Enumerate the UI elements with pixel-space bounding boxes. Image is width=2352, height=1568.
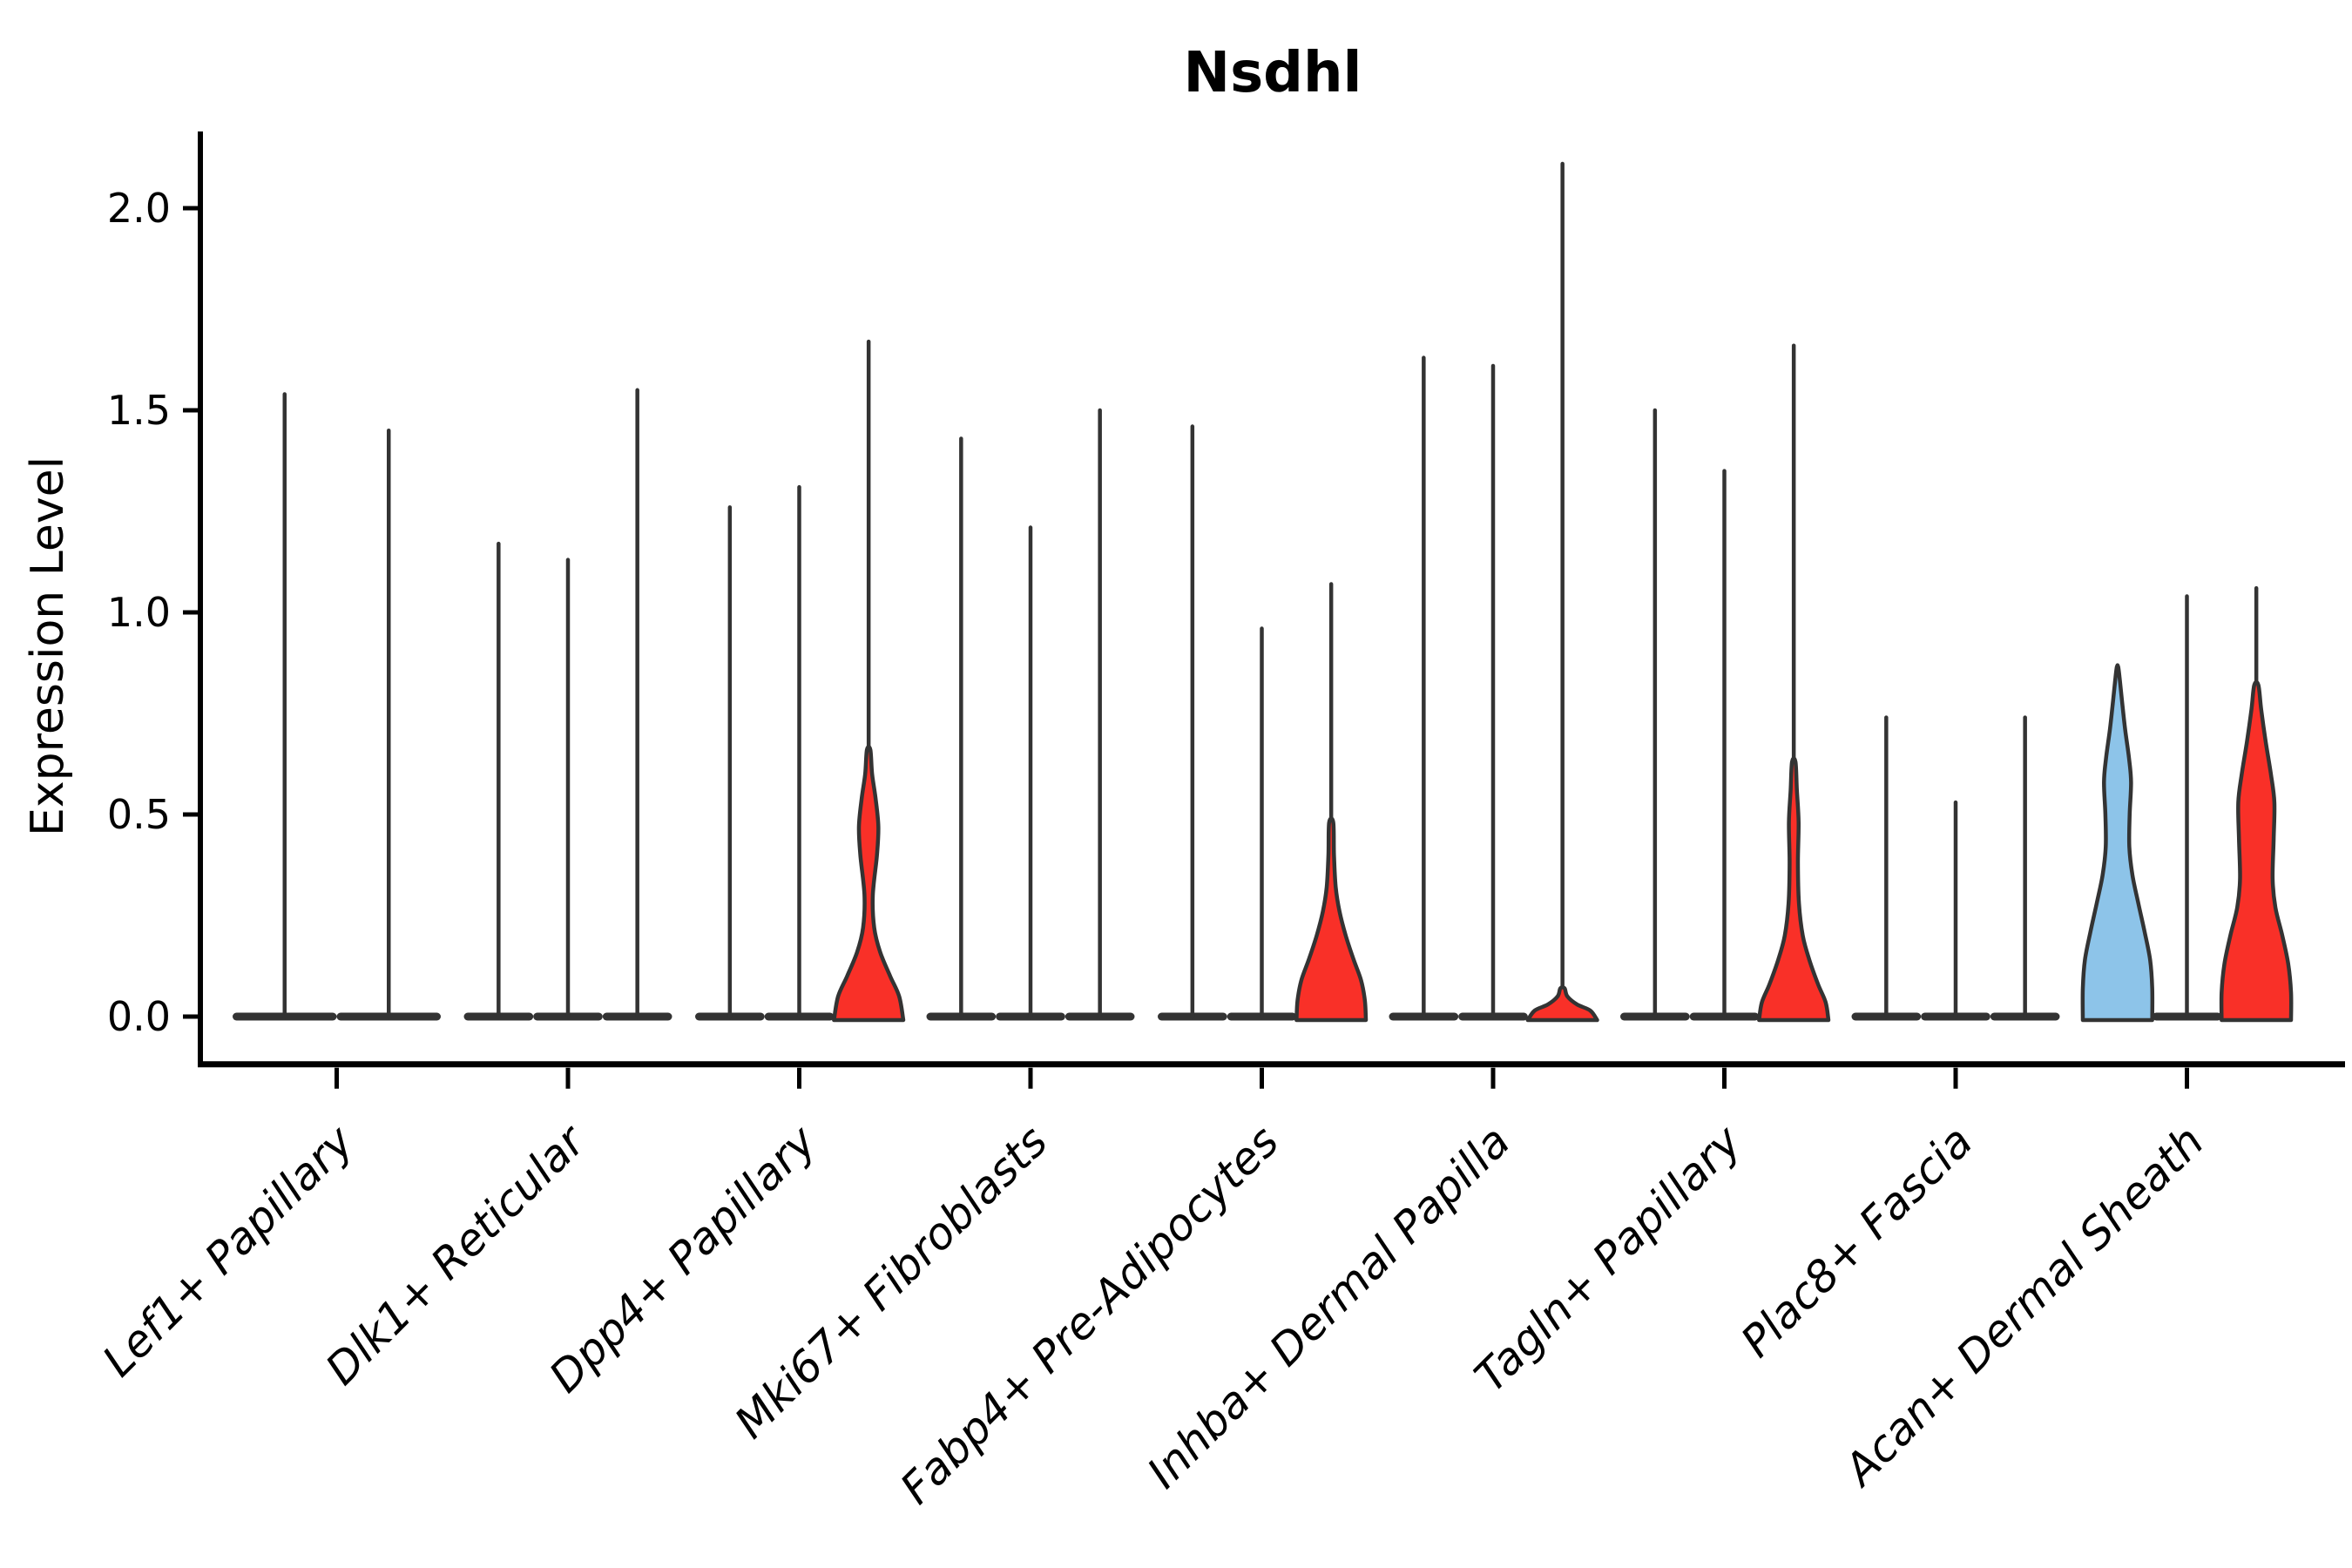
plot-title: Nsdhl (1184, 41, 1362, 105)
y-tick-label: 0.0 (107, 993, 171, 1040)
red-violin-body (1757, 756, 1831, 1023)
y-axis-label: Expression Level (22, 456, 74, 836)
y-tick-label: 1.0 (107, 589, 171, 636)
blue-violin-body (2080, 663, 2155, 1023)
y-tick-label: 0.5 (107, 791, 171, 838)
x-tick-label: Lef1+ Papillary (93, 1115, 364, 1386)
y-tick-label: 2.0 (107, 185, 171, 232)
red-violin-body (1525, 985, 1599, 1023)
red-violin-body (2219, 679, 2294, 1023)
red-violin-body (1294, 816, 1369, 1023)
violins-layer (233, 161, 2294, 1023)
x-tick-label: Fabp4+ Pre-Adipocytes (890, 1116, 1288, 1514)
x-tick-label: Plac8+ Fascia (1732, 1116, 1983, 1367)
red-violin-body (832, 745, 906, 1023)
y-tick-label: 1.5 (107, 387, 171, 434)
